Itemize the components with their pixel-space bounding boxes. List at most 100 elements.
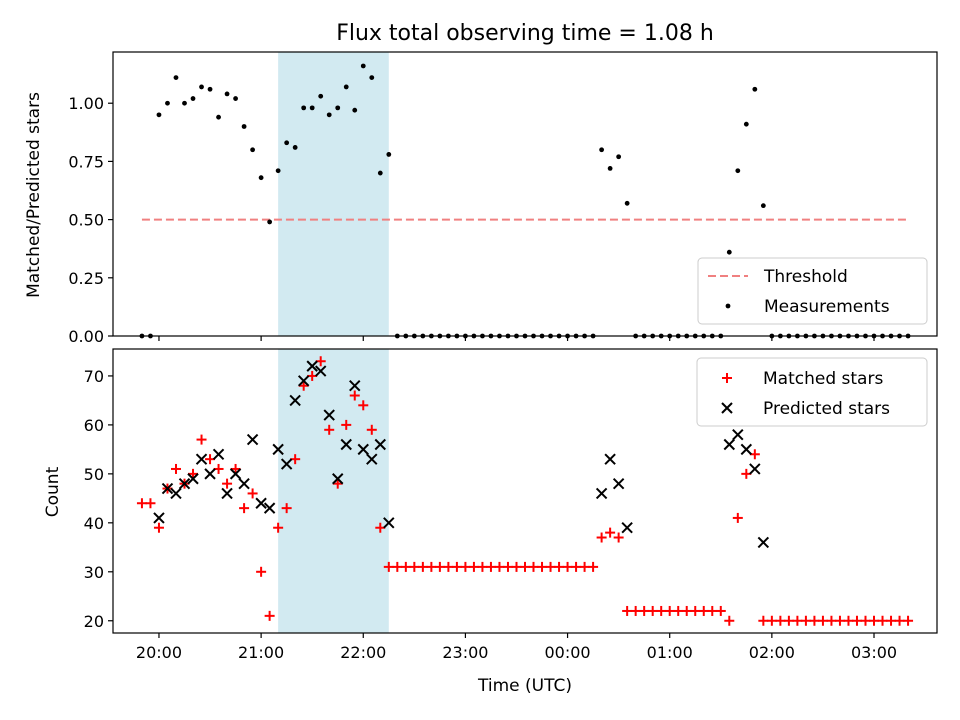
matched-stars-point [264, 610, 275, 621]
matched-stars-point [741, 468, 752, 479]
matched-stars-point [800, 615, 811, 626]
ratio-panel: 0.00 0.25 0.50 0.75 1.00 Matched/Predicted s… [24, 51, 938, 346]
matched-stars-point [656, 605, 667, 616]
matched-stars-point [341, 419, 352, 430]
predicted-stars-point [246, 433, 259, 446]
count-y-tick-label: 30 [84, 563, 104, 582]
matched-stars-point [468, 561, 479, 572]
count-x-tick-label: 21:00 [238, 643, 284, 662]
predicted-stars-point [383, 517, 395, 529]
legend-predicted-swatch [721, 402, 733, 414]
chart-title: Flux total observing time = 1.08 h [336, 21, 714, 46]
matched-stars-point [664, 605, 675, 616]
matched-stars-point [537, 561, 548, 572]
predicted-stars-point [349, 380, 361, 392]
ratio-legend-box [697, 257, 928, 325]
legend-threshold-label: Threshold [763, 267, 848, 287]
matched-stars-point [400, 561, 411, 572]
matched-stars-point [673, 605, 684, 616]
matched-stars-point [639, 605, 650, 616]
matched-stars-point [205, 454, 216, 465]
matched-stars-point [290, 454, 301, 465]
matched-stars-point [188, 468, 199, 479]
ratio-y-axis-label: Matched/Predicted stars [24, 92, 44, 298]
predicted-stars-point [323, 409, 335, 421]
matched-stars-point [477, 561, 488, 572]
ratio-y-tick-label: 0.75 [68, 152, 104, 171]
matched-stars-point [545, 561, 556, 572]
predicted-stars-point [255, 497, 267, 509]
matched-stars-point [588, 561, 599, 572]
matched-stars-point [860, 615, 871, 626]
measurements-point [216, 114, 221, 120]
predicted-stars-point [178, 477, 191, 490]
matched-stars-point [724, 615, 735, 626]
count-x-tick-label: 22:00 [340, 643, 386, 662]
matched-stars-point [562, 561, 573, 572]
count-y-tick-label: 60 [84, 416, 104, 435]
count-frame [112, 348, 938, 634]
count-legend-box [696, 357, 928, 427]
matched-stars-point [690, 605, 701, 616]
ratio-legend: Threshold Measurements [697, 257, 928, 325]
predicted-stars-point [366, 453, 378, 465]
measurements-point [199, 84, 204, 90]
measurements-point [250, 147, 256, 153]
predicted-stars-point [170, 487, 182, 500]
matched-stars-point [239, 503, 250, 514]
predicted-stars-point [187, 473, 199, 485]
measurements-point [599, 147, 605, 153]
ratio-y-tick-label: 0.25 [68, 269, 104, 288]
predicted-stars-point [195, 453, 208, 465]
matched-stars-point [681, 605, 692, 616]
predicted-stars-point [723, 438, 736, 451]
matched-stars-point [494, 561, 505, 572]
ratio-axes: 0.00 0.25 0.50 0.75 1.00 [68, 51, 938, 346]
matched-stars-point [647, 605, 658, 616]
predicted-stars-point [272, 443, 284, 456]
count-marks [136, 356, 914, 626]
matched-stars-point [758, 615, 769, 626]
measurements-point [616, 154, 622, 160]
predicted-stars-point [238, 477, 250, 490]
matched-stars-point [170, 463, 181, 474]
predicted-stars-point [221, 487, 233, 500]
predicted-stars-point [212, 448, 225, 460]
predicted-stars-point [306, 360, 318, 372]
legend-predicted-label: Predicted stars [763, 399, 890, 419]
count-shaded-interval [278, 349, 389, 633]
count-axes: 20 30 40 50 60 70 20:00 21:00 22:00 23:00 00:00 01:… [84, 348, 938, 662]
matched-stars-point [520, 561, 530, 572]
predicted-stars-point [732, 428, 744, 441]
matched-stars-point [315, 356, 326, 367]
count-legend: Matched stars Predicted stars [696, 357, 928, 427]
measurements-point [360, 63, 366, 69]
count-y-tick-label: 20 [84, 612, 104, 631]
matched-stars-point [783, 615, 794, 626]
measurements-point [318, 93, 324, 99]
matched-stars-point [324, 424, 335, 435]
matched-stars-point [349, 390, 360, 401]
measurements-point [275, 168, 281, 174]
matched-stars-point [886, 615, 897, 626]
predicted-stars-point [204, 468, 216, 480]
matched-stars-point [851, 615, 862, 626]
measurements-point [335, 105, 341, 111]
matched-stars-point [443, 561, 454, 572]
measurements-point [284, 140, 290, 146]
measurements-point [326, 112, 332, 118]
measurements-point [241, 124, 247, 129]
matched-stars-point [809, 615, 820, 626]
count-x-tick-label: 02:00 [749, 643, 795, 662]
predicted-stars-point [314, 365, 327, 377]
legend-matched-label: Matched stars [763, 369, 883, 389]
matched-stars-point [136, 498, 147, 509]
measurements-point [624, 200, 630, 206]
measurements-point [352, 107, 358, 113]
measurements-point [369, 75, 375, 81]
ratio-y-tick-label: 0.00 [68, 327, 104, 346]
predicted-stars-point [229, 468, 242, 480]
matched-stars-point [528, 561, 539, 572]
matched-stars-point [222, 478, 233, 489]
measurements-point [224, 91, 230, 97]
